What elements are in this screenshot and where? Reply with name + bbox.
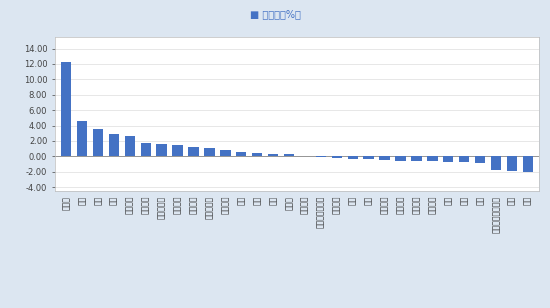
Bar [379, 156, 390, 160]
Bar [507, 156, 517, 171]
Bar [172, 145, 183, 156]
Bar [236, 152, 246, 156]
Bar [427, 156, 437, 161]
Bar [125, 136, 135, 156]
Bar [522, 156, 533, 172]
Bar [411, 156, 422, 161]
Bar [491, 156, 501, 170]
Bar [395, 156, 406, 160]
Bar [157, 144, 167, 156]
Bar [332, 156, 342, 158]
Bar [204, 148, 215, 156]
Bar [77, 121, 87, 156]
Bar [188, 147, 199, 156]
Bar [348, 156, 358, 159]
Bar [268, 154, 278, 156]
Bar [109, 134, 119, 156]
Bar [316, 156, 326, 157]
Text: ■ 张跌幅（%）: ■ 张跌幅（%） [250, 9, 300, 19]
Bar [93, 129, 103, 156]
Bar [443, 156, 453, 162]
Bar [364, 156, 374, 160]
Bar [141, 143, 151, 156]
Bar [220, 150, 230, 156]
Bar [475, 156, 485, 163]
Bar [252, 153, 262, 156]
Bar [284, 154, 294, 156]
Bar [61, 62, 72, 156]
Bar [459, 156, 469, 162]
